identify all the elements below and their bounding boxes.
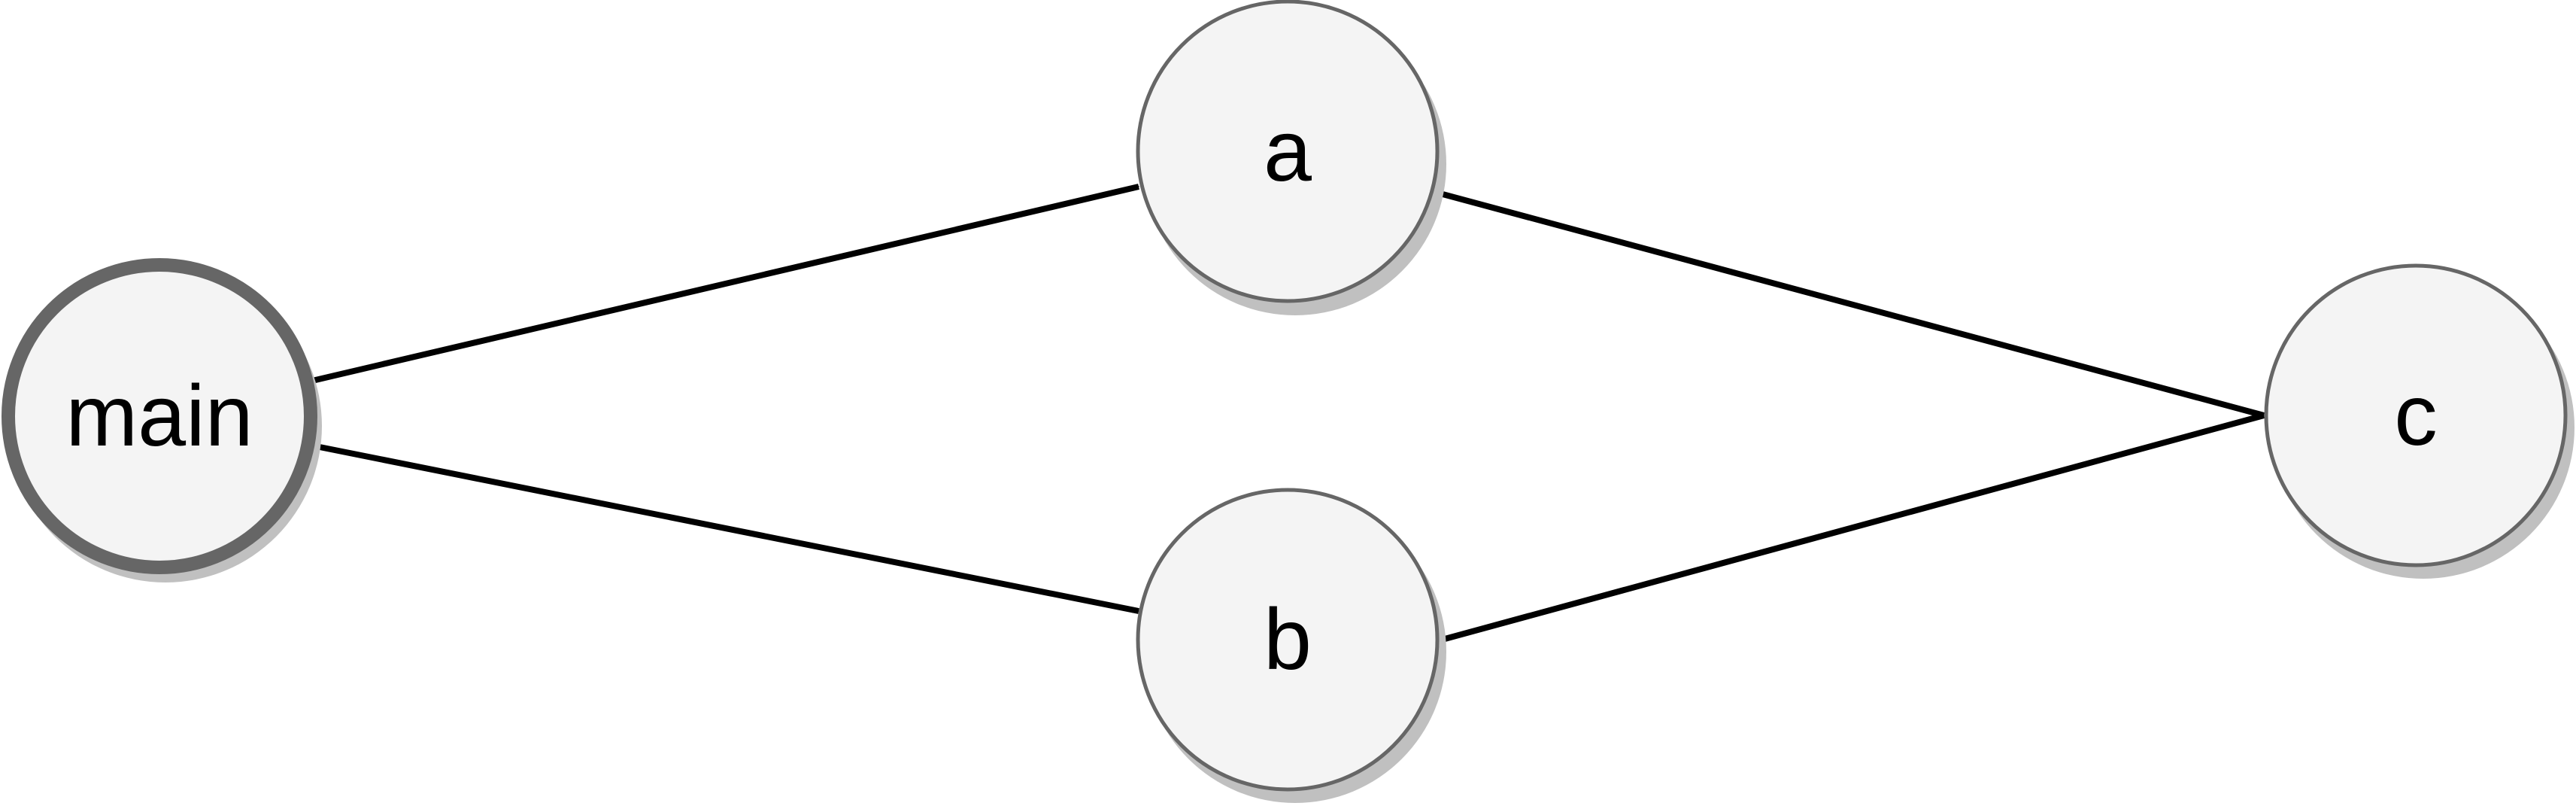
node-b-label: b <box>1264 592 1312 688</box>
node-c: c <box>2264 263 2574 579</box>
node-main-label: main <box>65 368 253 464</box>
node-a-circle <box>1136 0 1440 303</box>
node-a-label: a <box>1264 103 1312 199</box>
node-c-label: c <box>2394 367 2438 464</box>
edge-main-to-b <box>311 443 1140 614</box>
node-main: main <box>2 258 322 582</box>
node-a: a <box>1136 0 1446 315</box>
edge-b-to-c <box>1435 412 2265 644</box>
node-c-circle <box>2264 263 2568 567</box>
edge-a-to-c <box>1433 189 2265 418</box>
edges <box>311 184 2265 644</box>
edge-main-to-a <box>311 184 1140 384</box>
node-b: b <box>1136 488 1446 803</box>
node-main-circle <box>2 258 317 574</box>
node-b-circle <box>1136 488 1440 792</box>
